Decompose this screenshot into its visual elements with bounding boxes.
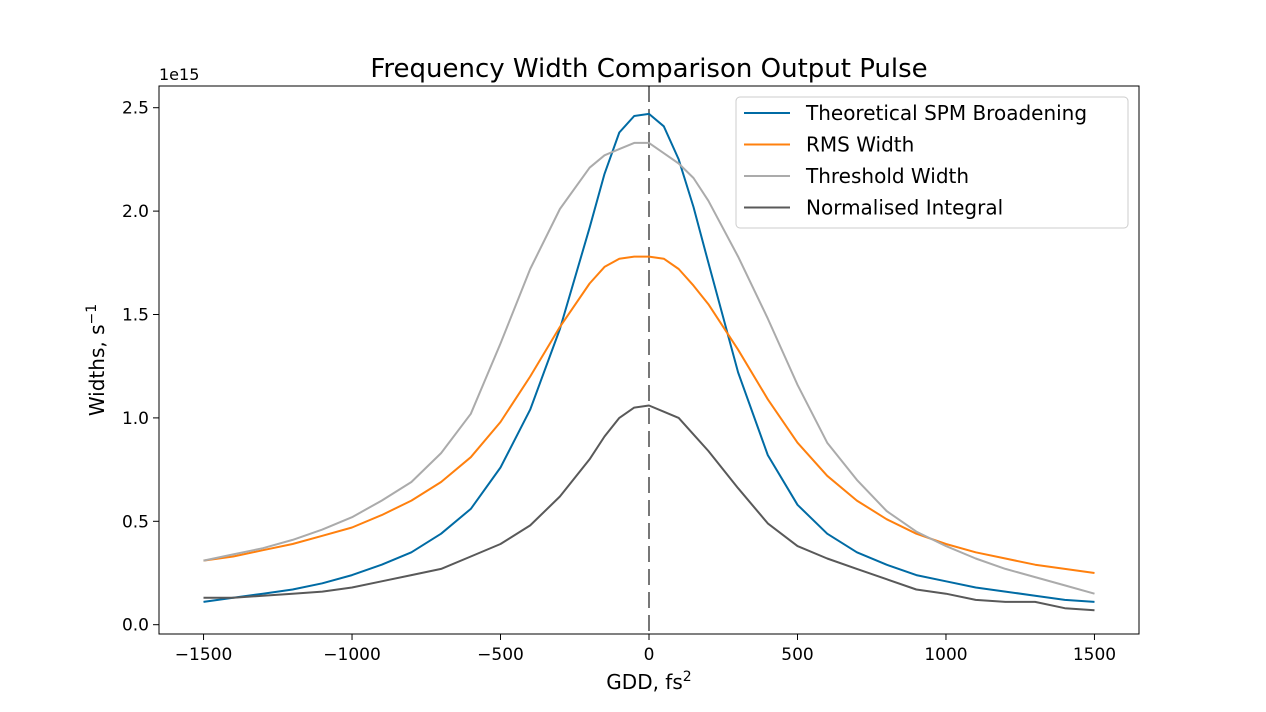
series-line-3 bbox=[203, 141, 1095, 595]
y-tick-label: 2.0 bbox=[122, 202, 149, 222]
chart-title: Frequency Width Comparison Output Pulse bbox=[370, 54, 927, 84]
x-tick-label: 500 bbox=[781, 645, 813, 665]
x-axis-label: GDD, fs2 bbox=[606, 669, 691, 694]
legend-label-1: Theoretical SPM Broadening bbox=[805, 101, 1087, 125]
y-tick-label: 1.0 bbox=[122, 409, 149, 429]
x-tick-label: −500 bbox=[477, 645, 524, 665]
x-tick-label: −1500 bbox=[175, 645, 233, 665]
x-tick-label: 1500 bbox=[1073, 645, 1116, 665]
series-line-1 bbox=[203, 112, 1095, 603]
x-tick-label: −1000 bbox=[323, 645, 381, 665]
x-axis-label-text: GDD, fs bbox=[606, 670, 682, 694]
series-line-4 bbox=[203, 404, 1095, 612]
legend-label-2: RMS Width bbox=[806, 133, 914, 157]
y-axis-offset-label: 1e15 bbox=[159, 65, 199, 84]
x-tick-label: 1000 bbox=[924, 645, 967, 665]
legend-label-4: Normalised Integral bbox=[806, 196, 1003, 220]
y-tick-label: 0.0 bbox=[122, 616, 149, 636]
y-tick-label: 1.5 bbox=[122, 306, 149, 326]
y-axis-label-superscript: −1 bbox=[84, 304, 100, 325]
y-tick-label: 0.5 bbox=[122, 512, 149, 532]
y-tick-label: 2.5 bbox=[122, 99, 149, 119]
legend-label-3: Threshold Width bbox=[805, 164, 969, 188]
x-tick-label: 0 bbox=[644, 645, 655, 665]
y-axis-label-text: Widths, s bbox=[85, 324, 109, 416]
legend-box bbox=[735, 96, 1129, 229]
x-axis-label-superscript: 2 bbox=[683, 669, 692, 685]
x-axis: −1500 −1000 −500 0 500 1000 1500 bbox=[175, 634, 1116, 665]
y-axis: 0.0 0.5 1.0 1.5 2.0 2.5 bbox=[122, 99, 159, 636]
y-axis-label: Widths, s−1 bbox=[84, 304, 109, 416]
legend: Theoretical SPM Broadening RMS Width Thres… bbox=[735, 96, 1129, 229]
